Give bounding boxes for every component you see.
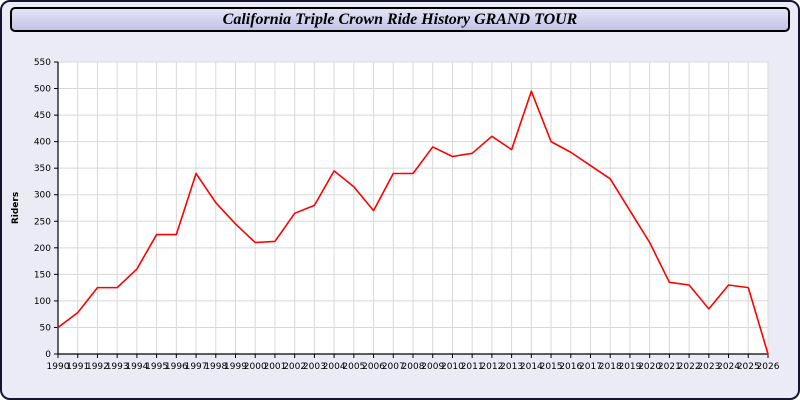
- x-tick-label: 2012: [480, 362, 503, 372]
- x-tick-label: 2010: [441, 362, 464, 372]
- y-axis-label: Riders: [11, 192, 21, 224]
- line-chart: 0 50 100 150 200 250 300 350 400 450 500 550 1990 199…: [6, 48, 798, 398]
- x-tick-label: 2024: [717, 362, 740, 372]
- x-tick-label: 2013: [500, 362, 523, 372]
- y-tick-label: 350: [34, 164, 51, 174]
- x-tick-label: 2008: [402, 362, 425, 372]
- x-tick-label: 2004: [323, 362, 346, 372]
- x-tick-label: 1991: [66, 362, 89, 372]
- y-tick-label: 450: [34, 111, 51, 121]
- y-tick-label: 200: [34, 244, 51, 254]
- y-tick-label: 0: [45, 350, 51, 360]
- x-tick-label: 2023: [697, 362, 720, 372]
- y-tick-label: 100: [34, 297, 51, 307]
- x-tick-label: 2000: [244, 362, 267, 372]
- x-tick-label: 2006: [362, 362, 385, 372]
- x-tick-label: 2019: [618, 362, 641, 372]
- chart-title-bar: California Triple Crown Ride History GRA…: [10, 7, 790, 32]
- x-tick-label: 2026: [757, 362, 780, 372]
- y-tick-label: 300: [34, 191, 51, 201]
- x-tick-label: 1993: [106, 362, 129, 372]
- x-tick-label: 1990: [47, 362, 70, 372]
- y-tick-label: 50: [40, 323, 52, 333]
- x-tick-label: 2009: [421, 362, 444, 372]
- x-tick-label: 1997: [185, 362, 208, 372]
- x-tick-label: 1994: [125, 362, 148, 372]
- x-tick-label: 2018: [599, 362, 622, 372]
- x-tick-label: 2005: [342, 362, 365, 372]
- x-tick-label: 2025: [737, 362, 760, 372]
- x-tick-label: 2015: [540, 362, 563, 372]
- x-tick-label: 2002: [283, 362, 306, 372]
- y-tick-label: 500: [34, 85, 51, 95]
- x-tick-label: 2014: [520, 362, 543, 372]
- y-tick-label: 250: [34, 217, 51, 227]
- x-tick-label: 2003: [303, 362, 326, 372]
- x-tick-label: 2001: [263, 362, 286, 372]
- x-tick-label: 1998: [204, 362, 227, 372]
- x-tick-label: 2016: [559, 362, 582, 372]
- series-line-riders: [57, 90, 769, 355]
- y-tick-label: 150: [34, 270, 51, 280]
- chart-canvas: 0501001502002503003504004505005501990199…: [11, 58, 780, 372]
- x-tick-label: 1996: [165, 362, 188, 372]
- x-tick-label: 2022: [678, 362, 701, 372]
- x-tick-label: 2011: [461, 362, 484, 372]
- x-tick-label: 2021: [658, 362, 681, 372]
- x-tick-label: 2017: [579, 362, 602, 372]
- x-tick-label: 1995: [145, 362, 168, 372]
- x-tick-label: 1999: [224, 362, 247, 372]
- y-tick-label: 400: [34, 138, 51, 148]
- y-tick-label: 550: [34, 58, 51, 68]
- x-tick-label: 1992: [86, 362, 109, 372]
- x-tick-label: 2020: [638, 362, 661, 372]
- x-tick-label: 2007: [382, 362, 405, 372]
- chart-title: California Triple Crown Ride History GRA…: [222, 10, 578, 28]
